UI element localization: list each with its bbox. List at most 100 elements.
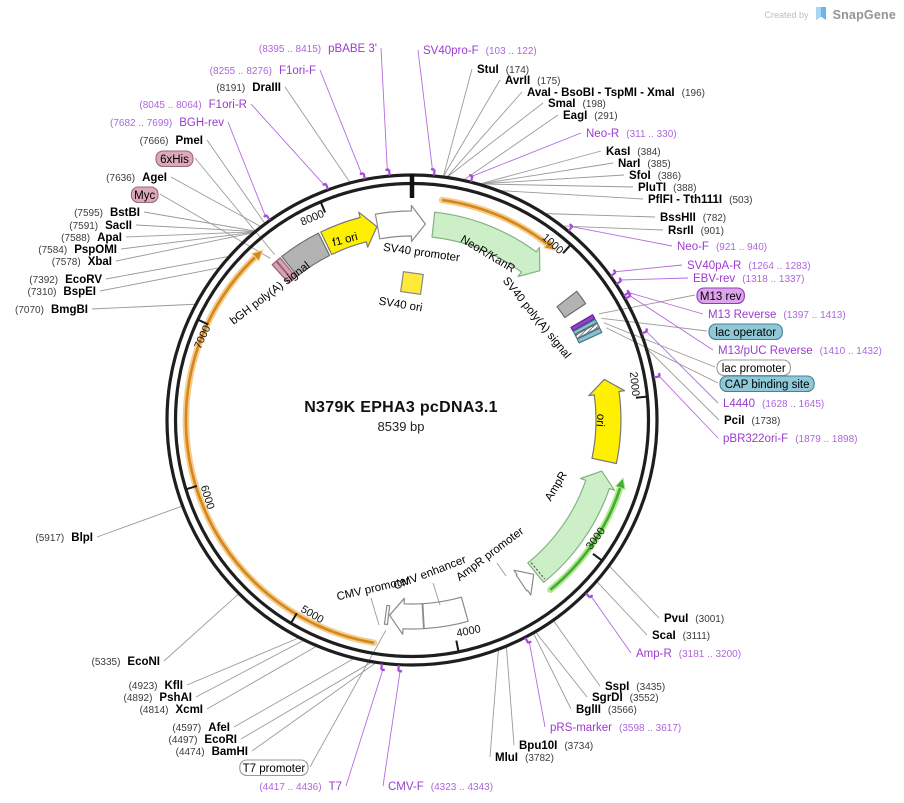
primer-label-pbr322ori-f[interactable]: pBR322ori-F (1879 .. 1898) (723, 433, 857, 445)
lac-operator-feature[interactable] (572, 318, 598, 335)
cmv-promoter-label[interactable]: CMV promoter (336, 575, 412, 604)
feature-box-label-cap-binding-site: CAP binding site (725, 379, 810, 391)
ori-label[interactable]: ori (594, 413, 607, 427)
leader-pmei (206, 139, 265, 224)
feature-box-lac-operator[interactable] (708, 323, 783, 341)
primer-label-amp-r[interactable]: Amp-R (3181 .. 3200) (636, 648, 741, 660)
enzyme-label-pspomi[interactable]: (7584) PspOMI (38, 244, 117, 256)
primer-mark-tick-0 (387, 169, 391, 176)
enzyme-label-kfli[interactable]: (4923) KflI (129, 680, 183, 692)
enzyme-label-pvui[interactable]: PvuI (3001) (664, 613, 724, 625)
enzyme-label-avai-bsobi-tspmi-xmai[interactable]: AvaI - BsoBI - TspMI - XmaI (196) (527, 87, 705, 99)
enzyme-label-econi[interactable]: (5335) EcoNI (92, 656, 161, 668)
ampr-promoter-label[interactable]: AmpR promoter (454, 525, 526, 584)
primer-label-l4440[interactable]: L4440 (1628 .. 1645) (723, 398, 824, 410)
enzyme-label-mlui[interactable]: MluI (3782) (495, 752, 554, 764)
enzyme-label-bstbi[interactable]: (7595) BstBI (74, 207, 140, 219)
enzyme-label-bpu10i[interactable]: Bpu10I (3734) (519, 740, 593, 752)
leader-ecori (240, 662, 372, 740)
primer-mark-13[interactable] (589, 594, 594, 599)
enzyme-label-stui[interactable]: StuI (174) (477, 64, 529, 76)
enzyme-label-ecori[interactable]: (4497) EcoRI (169, 734, 238, 746)
enzyme-label-avrii[interactable]: AvrII (175) (505, 75, 561, 87)
enzyme-label-sacii[interactable]: (7591) SacII (69, 220, 132, 232)
enzyme-label-kasi[interactable]: KasI (384) (606, 146, 661, 158)
enzyme-label-xcmi[interactable]: (4814) XcmI (140, 704, 203, 716)
primer-mark-12[interactable] (658, 372, 661, 377)
sv40-promoter-label[interactable]: SV40 promoter (382, 242, 460, 265)
f1-ori[interactable] (320, 211, 378, 256)
enzyme-label-eagi[interactable]: EagI (291) (563, 110, 618, 122)
plasmid-title-block: N379K EPHA3 pcDNA3.1 8539 bp (304, 399, 498, 434)
enzyme-label-apai[interactable]: (7588) ApaI (61, 232, 122, 244)
t7-promoter-feature[interactable] (383, 604, 391, 626)
myc-tag[interactable] (271, 260, 293, 284)
enzyme-label-pmei[interactable]: (7666) PmeI (140, 135, 203, 147)
enzyme-label-agei[interactable]: (7636) AgeI (106, 172, 167, 184)
enzyme-label-scai[interactable]: ScaI (3111) (652, 630, 710, 642)
enzyme-label-xbai[interactable]: (7578) XbaI (52, 256, 112, 268)
sv40-ori[interactable] (400, 271, 424, 295)
primer-label-sv40pro-f[interactable]: SV40pro-F (103 .. 122) (423, 45, 537, 57)
enzyme-label-bamhi[interactable]: (4474) BamHI (176, 746, 248, 758)
enzyme-label-bsshii[interactable]: BssHII (782) (660, 212, 726, 224)
enzyme-label-draiii[interactable]: (8191) DraIII (216, 82, 281, 94)
neor-kanr[interactable] (431, 211, 541, 278)
sv40-promoter[interactable] (374, 204, 426, 243)
orf-ampr[interactable] (549, 487, 622, 591)
ampr-label[interactable]: AmpR (543, 470, 570, 504)
primer-mark-14[interactable] (527, 640, 532, 645)
primer-label-cmv-f[interactable]: CMV-F (4323 .. 4343) (388, 781, 493, 793)
primer-mark-1[interactable] (359, 172, 364, 176)
ampr[interactable] (527, 470, 616, 583)
enzyme-label-sgrdi[interactable]: SgrDI (3552) (592, 692, 659, 704)
enzyme-label-rsrii[interactable]: RsrII (901) (668, 225, 724, 237)
enzyme-label-nari[interactable]: NarI (385) (618, 158, 671, 170)
enzyme-label-sfoi[interactable]: SfoI (386) (629, 170, 681, 182)
feature-box-m13-rev[interactable] (696, 287, 745, 305)
tick-5000 (290, 612, 298, 624)
primer-label-neo-f[interactable]: Neo-F (921 .. 940) (677, 241, 767, 253)
enzyme-label-bspei[interactable]: (7310) BspEI (28, 286, 97, 298)
primer-label-ebv-rev[interactable]: EBV-rev (1318 .. 1337) (693, 273, 804, 285)
cap-binding-feature[interactable] (576, 327, 603, 344)
ori[interactable] (588, 378, 626, 465)
enzyme-label-pluti[interactable]: PluTI (388) (638, 182, 696, 194)
primer-label-f1ori-f[interactable]: (8255 .. 8276) F1ori-F (210, 65, 316, 77)
primer-label-sv40pa-r[interactable]: SV40pA-R (1264 .. 1283) (687, 260, 811, 272)
feature-box-cap-binding-site[interactable] (719, 375, 815, 393)
enzyme-label-sspi[interactable]: SspI (3435) (605, 681, 665, 693)
enzyme-label-pflfi-tth111i[interactable]: PflFI - Tth111I (503) (648, 194, 753, 206)
enzyme-label-smai[interactable]: SmaI (198) (548, 98, 606, 110)
feature-box-6xhis[interactable] (155, 150, 194, 168)
primer-label-f1ori-r[interactable]: (8045 .. 8064) F1ori-R (139, 99, 247, 111)
enzyme-label-pcii[interactable]: PciI (1738) (724, 415, 780, 427)
6xhis-tag[interactable] (276, 257, 297, 281)
enzyme-label-ecorv[interactable]: (7392) EcoRV (29, 274, 102, 286)
enzyme-label-bglii[interactable]: BglII (3566) (576, 704, 637, 716)
enzyme-label-afei[interactable]: (4597) AfeI (172, 722, 230, 734)
primer-label-t7[interactable]: (4417 .. 4436) T7 (259, 781, 342, 793)
tick-4000 (455, 640, 460, 652)
primer-label-bgh-rev[interactable]: (7682 .. 7699) BGH-rev (110, 117, 224, 129)
primer-label-m13-puc-reverse[interactable]: M13/pUC Reverse (1410 .. 1432) (718, 345, 882, 357)
feature-box-t7-promoter[interactable] (239, 759, 309, 777)
sv40-polya-label[interactable]: SV40 poly(A) signal (500, 275, 573, 361)
bgh-polya-signal[interactable] (281, 232, 331, 277)
primer-label-pbabe-3[interactable]: (8395 .. 8415) pBABE 3' (259, 43, 377, 55)
primer-label-neo-r[interactable]: Neo-R (311 .. 330) (586, 128, 677, 140)
cmv-enhancer[interactable] (422, 596, 469, 630)
primer-mark-8[interactable] (618, 277, 623, 282)
feature-box-myc[interactable] (130, 186, 159, 204)
cmv-promoter[interactable] (389, 597, 425, 635)
enzyme-label-bmgbi[interactable]: (7070) BmgBI (15, 304, 88, 316)
enzyme-label-blpi[interactable]: (5917) BlpI (35, 532, 93, 544)
enzyme-label-pshai[interactable]: (4892) PshAI (124, 692, 193, 704)
ampr-promoter[interactable] (513, 569, 535, 596)
orf-neor[interactable] (441, 198, 548, 245)
primer-label-m13-reverse[interactable]: M13 Reverse (1397 .. 1413) (708, 309, 846, 321)
primer-label-prs-marker[interactable]: pRS-marker (3598 .. 3617) (550, 722, 681, 734)
m13-rev-feature[interactable] (570, 314, 596, 332)
primer-mark-3[interactable] (263, 214, 267, 218)
sv40-polya-signal[interactable] (556, 290, 587, 319)
